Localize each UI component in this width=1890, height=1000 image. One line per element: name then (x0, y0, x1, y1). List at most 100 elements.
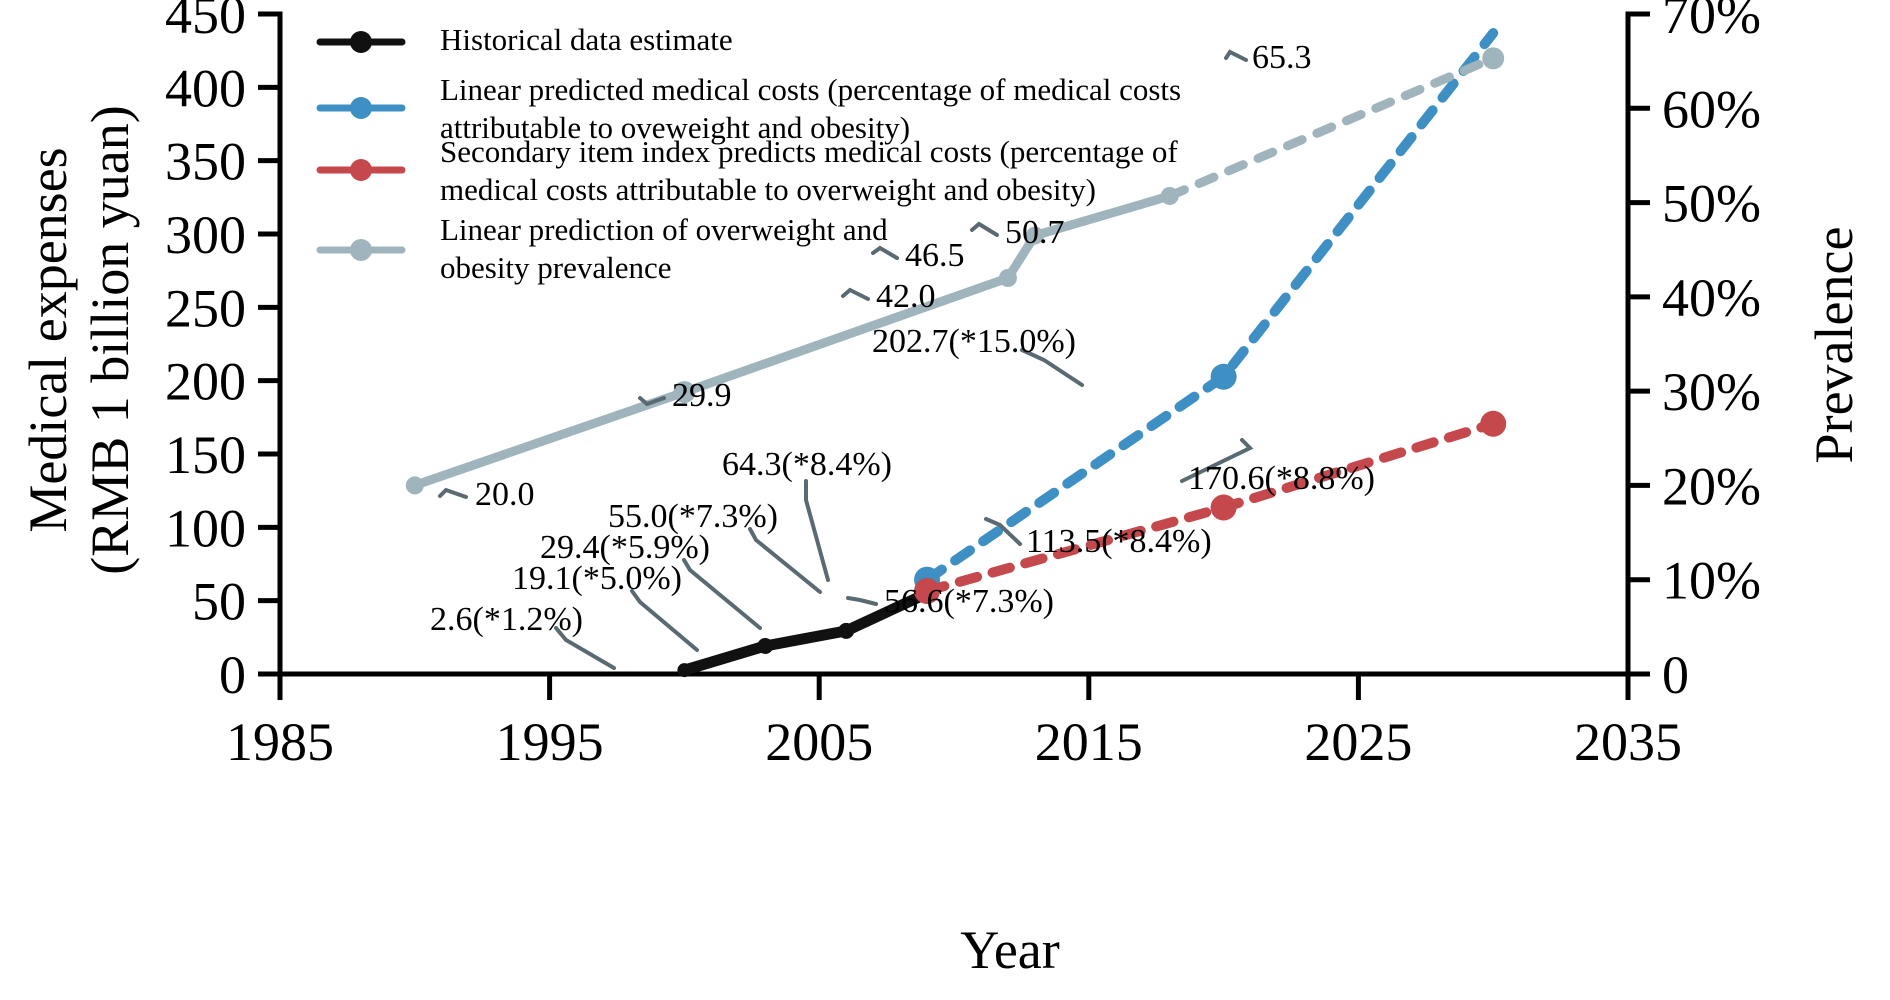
left-tick-label: 100 (165, 498, 246, 558)
leader-line-a1 (438, 487, 468, 499)
leader-line-b4 (748, 527, 822, 594)
leader-line-a2 (638, 396, 666, 407)
right-tick-label: 40% (1662, 268, 1761, 328)
left-tick-label: 400 (165, 58, 246, 118)
data-labels-layer: 20.0 29.9 42.0 46.5 50.7 65.3 2.6(*1.2%) 19.1(*… (430, 39, 1375, 638)
data-point-prevalence (1025, 226, 1044, 245)
legend: Historical data estimate Linear predicted… (316, 22, 1181, 285)
left-tick-label: 250 (165, 278, 246, 338)
left-tick-label: 300 (165, 205, 246, 265)
legend-swatch-marker-1 (350, 97, 372, 119)
leader-line-d1 (846, 596, 878, 606)
leader-line-a6 (1224, 49, 1248, 62)
left-tick-label: 350 (165, 132, 246, 192)
right-tick-label: 10% (1662, 551, 1761, 611)
data-point-historical (757, 637, 774, 654)
legend-swatch-marker-2 (350, 159, 372, 181)
data-label-a1: 20.0 (475, 476, 535, 513)
left-tick-label: 200 (165, 352, 246, 412)
x-tick-label: 2025 (1304, 712, 1412, 772)
legend-label-1-line-0: Linear predicted medical costs (percenta… (440, 72, 1181, 107)
x-tick-label: 2005 (765, 712, 873, 772)
data-point-prevalence (998, 269, 1017, 287)
legend-item-3[interactable]: Linear prediction of overweight andobesi… (316, 212, 888, 285)
x-axis-title: Year (960, 920, 1060, 980)
data-label-a6: 65.3 (1252, 39, 1312, 76)
legend-label-3-line-1: obesity prevalence (440, 250, 672, 285)
leader-line-a3 (841, 287, 870, 301)
data-label-b3: 29.4(*5.9%) (540, 529, 710, 566)
data-label-d1: 56.6(*7.3%) (884, 583, 1054, 620)
data-point-prevalence (1160, 186, 1179, 205)
bottom-axis: 1985 1995 2005 2015 2025 2035 (226, 671, 1682, 772)
annotation-leader-lines (438, 49, 1254, 670)
data-point-prevalence (1482, 47, 1505, 70)
right-tick-label: 60% (1662, 79, 1761, 139)
data-point-secondary_cost (1210, 494, 1237, 521)
data-point-prevalence (405, 476, 424, 495)
data-point-secondary_cost (914, 577, 941, 604)
leader-line-b1 (554, 626, 616, 670)
legend-label-3-line-0: Linear prediction of overweight and (440, 212, 888, 247)
left-tick-label: 150 (165, 425, 246, 485)
left-axis: 0 50 100 150 200 250 300 350 400 450 (165, 0, 283, 705)
y-axis-left-title-line2: (RMB 1 billion yuan) (80, 105, 140, 575)
left-tick-label: 50 (192, 572, 246, 632)
data-label-c2: 202.7(*15.0%) (872, 323, 1076, 360)
x-tick-label: 2015 (1035, 712, 1143, 772)
leader-line-a4 (871, 245, 899, 260)
data-point-secondary_cost (1480, 410, 1507, 437)
legend-item-2[interactable]: Secondary item index predicts medical co… (316, 134, 1178, 207)
series-layer (405, 28, 1507, 678)
legend-label-2-line-0: Secondary item index predicts medical co… (440, 134, 1178, 169)
data-label-a3: 42.0 (876, 278, 936, 315)
data-point-historical (838, 622, 855, 639)
right-tick-label: 0 (1662, 645, 1689, 705)
legend-item-0[interactable]: Historical data estimate (316, 22, 733, 57)
series-line-dashed-prevalence (1165, 53, 1498, 201)
series-line-historical (678, 587, 933, 676)
x-axis-ticks (277, 674, 1631, 700)
data-point-historical (677, 663, 692, 678)
data-label-b4: 55.0(*7.3%) (608, 498, 778, 535)
data-label-d3: 170.6(*8.8%) (1188, 460, 1375, 497)
data-label-a2: 29.9 (672, 377, 732, 414)
right-axis-tick-labels: 0 10% 20% 30% 40% 50% 60% 70% (1662, 0, 1761, 705)
data-label-b2: 19.1(*5.0%) (512, 560, 682, 597)
legend-swatch-marker-0 (350, 31, 372, 53)
legend-swatch-marker-3 (350, 239, 372, 261)
left-tick-label: 0 (219, 645, 246, 705)
right-tick-label: 50% (1662, 174, 1761, 234)
right-tick-label: 70% (1662, 0, 1761, 45)
legend-item-1[interactable]: Linear predicted medical costs (percenta… (316, 72, 1181, 145)
data-label-d2: 113.5(*8.4%) (1026, 523, 1212, 560)
leader-line-a5 (970, 221, 999, 237)
leader-line-d2 (984, 517, 1022, 546)
left-axis-ticks (258, 11, 280, 677)
y-axis-left-title-line1: Medical expenses (18, 147, 78, 532)
series-line-linear_cost (922, 28, 1499, 585)
legend-label-0-line-0: Historical data estimate (440, 22, 733, 57)
x-tick-label: 1995 (496, 712, 604, 772)
series-secondary_cost (914, 410, 1507, 604)
series-prevalence (405, 47, 1505, 495)
leader-line-b2 (630, 589, 699, 652)
left-tick-label: 450 (165, 0, 246, 45)
data-label-a5: 50.7 (1005, 214, 1065, 251)
leader-line-b3 (682, 558, 762, 630)
series-line-secondary_cost (922, 418, 1499, 596)
right-tick-label: 30% (1662, 362, 1761, 422)
data-label-b1: 2.6(*1.2%) (430, 601, 583, 638)
left-axis-tick-labels: 0 50 100 150 200 250 300 350 400 450 (165, 0, 246, 705)
right-axis: 0 10% 20% 30% 40% 50% 60% 70% (1625, 0, 1761, 705)
x-tick-label: 2035 (1574, 712, 1682, 772)
leader-line-c1 (804, 479, 830, 582)
y-axis-right-title: Prevalence (1804, 227, 1864, 464)
legend-label-2-line-1: medical costs attributable to overweight… (440, 172, 1096, 207)
leader-line-d3 (1180, 438, 1254, 483)
legend-label-1-line-1: attributable to oveweight and obesity) (440, 110, 910, 145)
right-axis-ticks (1628, 11, 1650, 677)
data-label-c1: 64.3(*8.4%) (722, 446, 892, 483)
